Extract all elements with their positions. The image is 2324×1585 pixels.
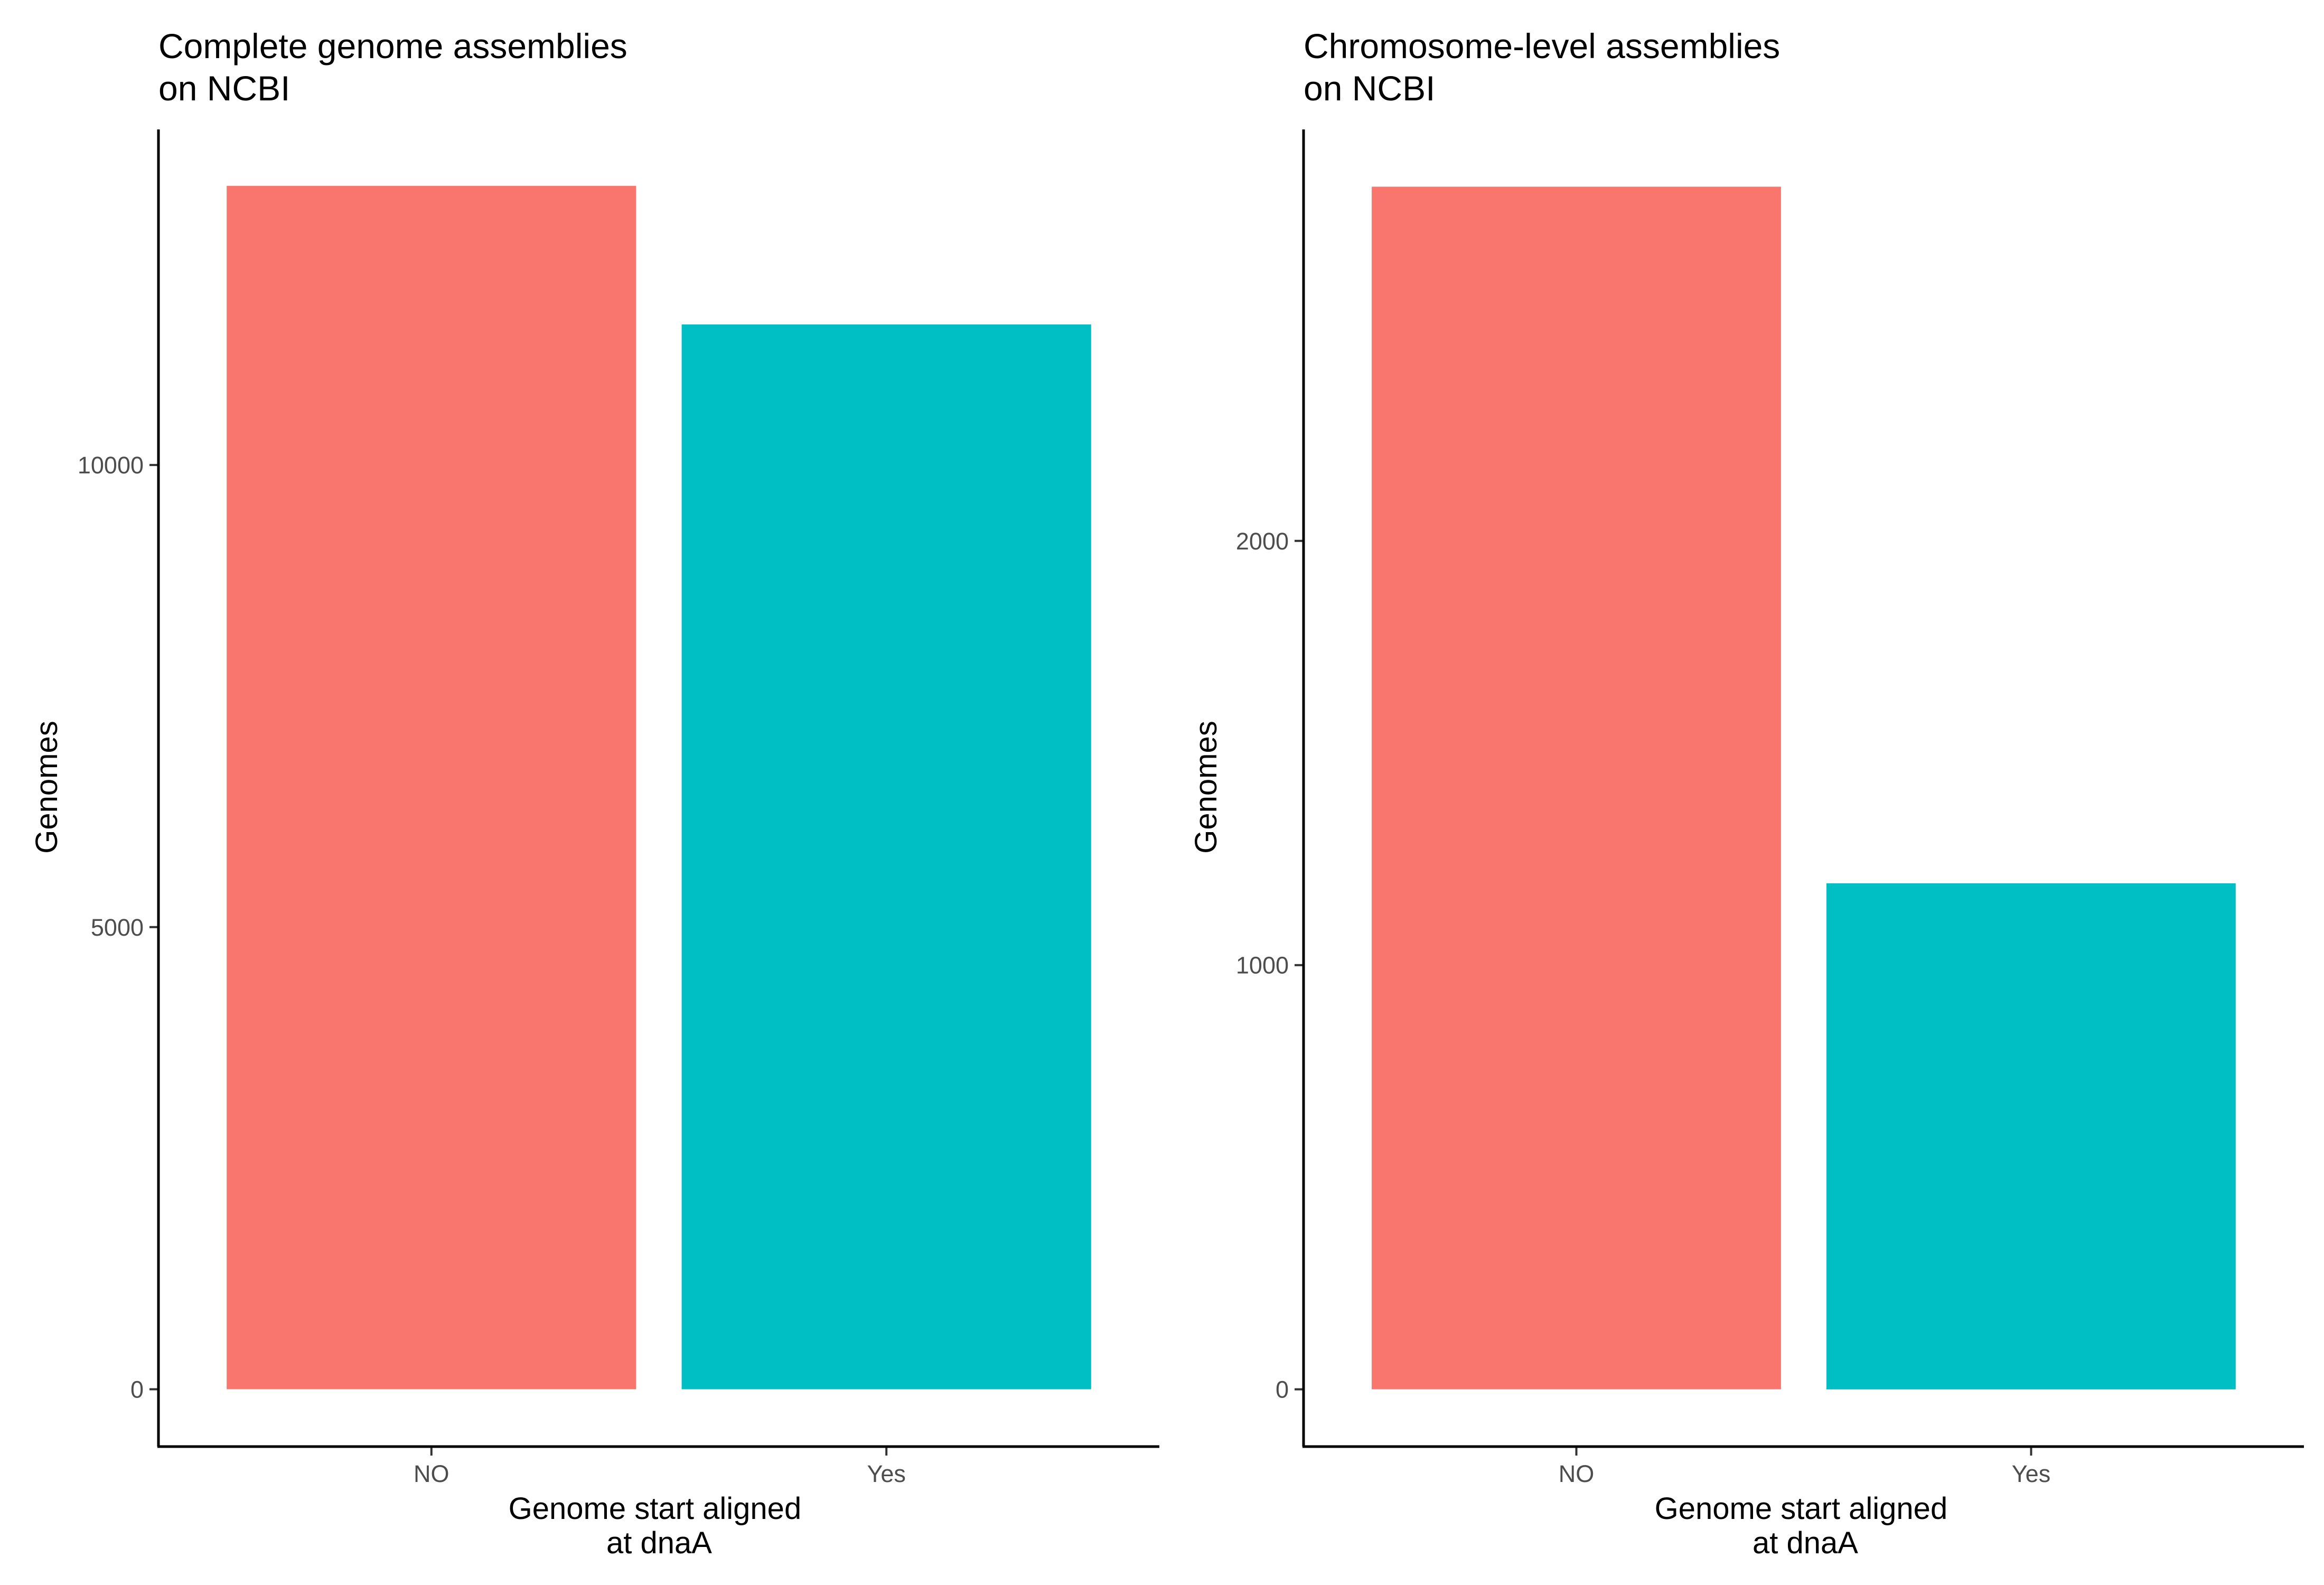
x-tick-label: Yes: [867, 1460, 905, 1487]
chart-title: Complete genome assemblies on NCBI: [158, 26, 637, 108]
panel-complete-genomes: Complete genome assemblies on NCBI 0 5000…: [30, 26, 1159, 1560]
x-axis-title: Genome start aligned at dnaA: [1655, 1491, 1956, 1560]
y-axis-ticks: 0 5000 10000: [78, 452, 158, 1403]
x-axis-ticks: NO Yes: [414, 1447, 906, 1487]
y-tick-label: 0: [130, 1376, 144, 1403]
bar-yes: [681, 324, 1091, 1390]
x-axis-title-line-1: Genome start aligned: [509, 1491, 802, 1526]
x-axis-title: Genome start aligned at dnaA: [509, 1491, 810, 1560]
bars: [227, 185, 1091, 1390]
y-tick-label: 1000: [1236, 952, 1289, 979]
x-axis-ticks: NO Yes: [1559, 1447, 2050, 1487]
bar-no: [1372, 187, 1781, 1390]
y-tick-label: 0: [1276, 1376, 1289, 1403]
y-tick-label: 10000: [78, 452, 144, 479]
x-axis-title-line-2: at dnaA: [1753, 1526, 1858, 1560]
x-axis-title-line-2: at dnaA: [606, 1526, 712, 1560]
chart-title: Chromosome-level assemblies on NCBI: [1304, 26, 1790, 108]
bar-yes: [1826, 883, 2236, 1390]
chart-title-line-2: on NCBI: [1304, 69, 1435, 108]
bar-no: [227, 185, 636, 1390]
chart-title-line-2: on NCBI: [158, 69, 290, 108]
y-axis-title: Genomes: [1189, 721, 1223, 853]
panel-chromosome-level: Chromosome-level assemblies on NCBI 0 100…: [1189, 26, 2304, 1560]
x-tick-label: Yes: [2012, 1460, 2050, 1487]
x-tick-label: NO: [414, 1460, 449, 1487]
x-tick-label: NO: [1559, 1460, 1595, 1487]
y-tick-label: 5000: [91, 914, 144, 941]
y-tick-label: 2000: [1236, 528, 1289, 555]
y-axis-ticks: 0 1000 2000: [1236, 528, 1304, 1403]
chart-title-line-1: Chromosome-level assemblies: [1304, 26, 1780, 66]
bars: [1372, 187, 2236, 1390]
y-axis-title: Genomes: [30, 721, 64, 853]
chart-title-line-1: Complete genome assemblies: [158, 26, 627, 66]
x-axis-title-line-1: Genome start aligned: [1655, 1491, 1948, 1526]
